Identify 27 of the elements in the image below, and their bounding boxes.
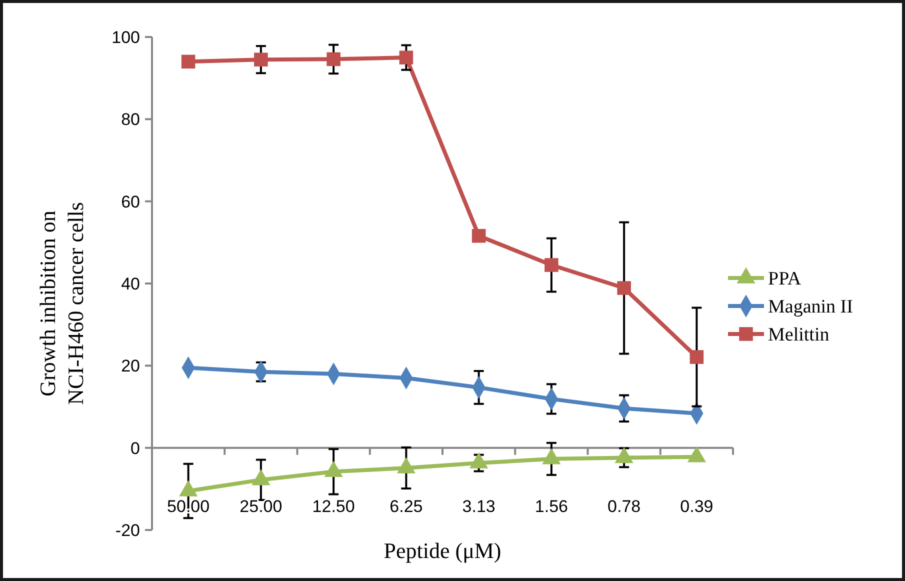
y-tick-label: 0: [130, 438, 140, 458]
x-tick-label: 6.25: [390, 496, 423, 516]
x-axis-title: Peptide (μM): [384, 538, 502, 563]
legend-label: Melittin: [768, 324, 830, 346]
y-tick-label: 60: [121, 192, 140, 212]
point: [181, 54, 196, 69]
point: [472, 228, 486, 243]
x-tick-label: 0.39: [680, 496, 714, 516]
y-tick-label: 80: [121, 110, 140, 130]
legend-label: PPA: [768, 268, 802, 290]
y-tick-label: 20: [121, 356, 140, 376]
y-tick-label: 40: [121, 274, 140, 294]
y-tick-label: 100: [112, 28, 140, 47]
y-tick-label: -20: [115, 520, 140, 540]
x-tick-label: 12.50: [312, 496, 355, 516]
legend-label: Maganin II: [768, 296, 853, 318]
y-axis-title: Growth inhibition on NCI-H460 cancer cells: [35, 202, 88, 405]
point: [617, 281, 631, 295]
point: [326, 52, 340, 66]
point: [254, 52, 268, 66]
point: [399, 50, 414, 64]
x-tick-label: 25.00: [240, 496, 282, 516]
x-tick-label: 1.56: [534, 496, 568, 516]
point: [544, 258, 558, 272]
point: [690, 350, 704, 364]
x-tick-label: 3.13: [462, 496, 496, 516]
x-tick-label: 0.78: [608, 496, 641, 516]
